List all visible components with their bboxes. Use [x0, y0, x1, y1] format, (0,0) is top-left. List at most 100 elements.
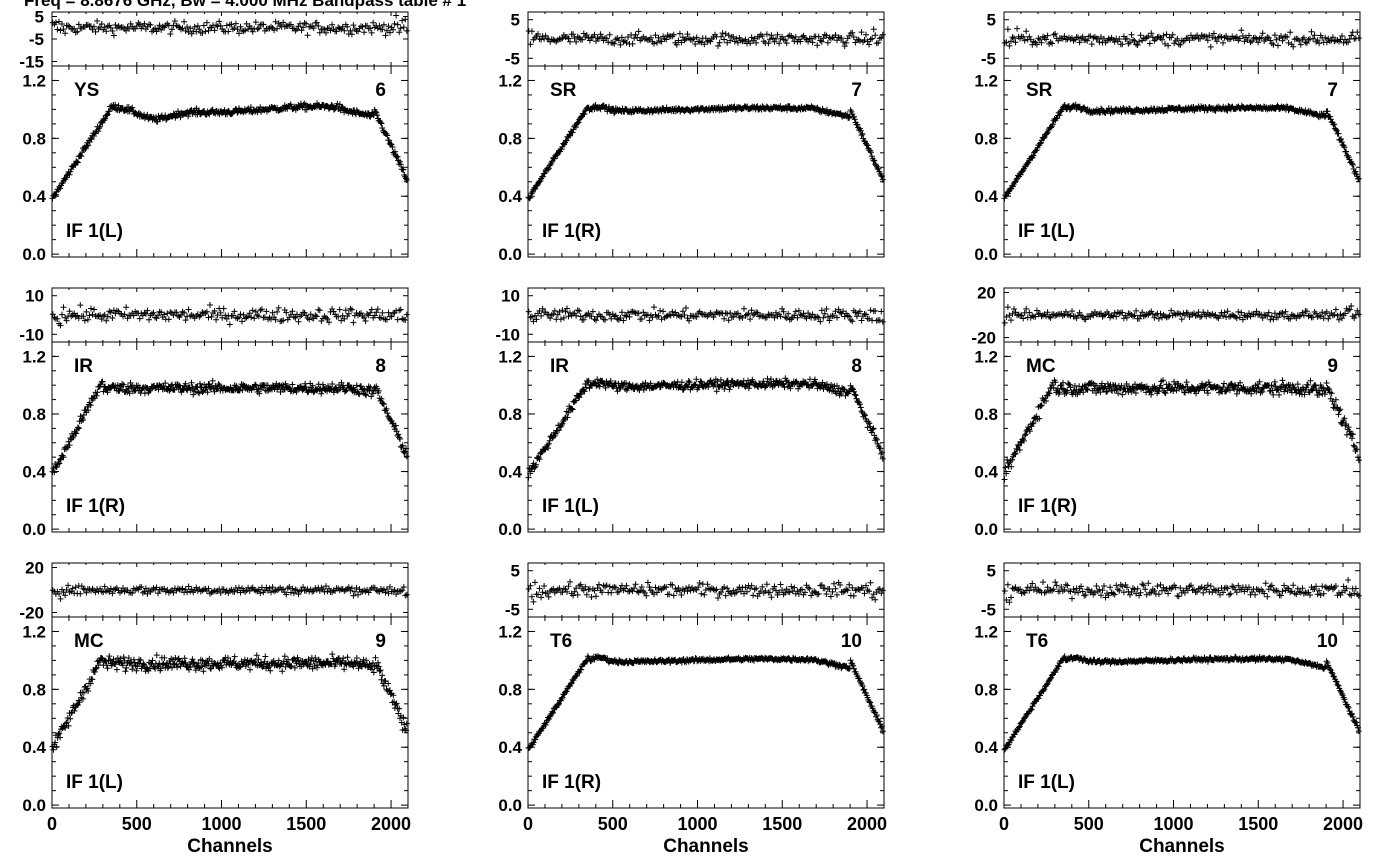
amplitude-frame — [527, 341, 885, 533]
x-tick-label: 1000 — [202, 814, 242, 834]
x-tick-label: 0 — [47, 814, 57, 834]
antenna-number: 10 — [841, 631, 862, 652]
amp-tick-label: 0.4 — [498, 738, 522, 757]
phase-tick-label: -5 — [29, 30, 44, 49]
phase-points — [1001, 303, 1362, 326]
amp-tick-label: 0.4 — [498, 187, 522, 206]
x-axis-label: Channels — [1139, 836, 1225, 857]
if-label: IF 1(R) — [542, 772, 601, 793]
phase-tick-label: 5 — [511, 11, 520, 30]
antenna-label: MC — [74, 631, 104, 652]
if-label: IF 1(L) — [1018, 772, 1075, 793]
amp-tick-label: 0.4 — [498, 463, 522, 482]
phase-tick-label: 10 — [25, 287, 44, 306]
panel-2: 5 -5 0.0 0.4 0.8 1.2 SR 7 IF 1(R) — [498, 11, 886, 264]
phase-tick-label: 20 — [977, 284, 996, 303]
amp-tick-label: 0.0 — [974, 796, 998, 815]
phase-tick-label: -5 — [505, 600, 520, 619]
amp-tick-label: 1.2 — [498, 71, 522, 90]
panel-1: 5 -5 -15 0.0 0.4 0.8 1.2 YS 6 IF 1(L) — [19, 8, 410, 264]
plot-title: Freq = 8.8676 GHz, Bw = 4.000 MHz Bandpa… — [24, 0, 467, 10]
amp-tick-label: 0.4 — [974, 738, 998, 757]
x-tick-label: 500 — [122, 814, 152, 834]
if-label: IF 1(L) — [1018, 221, 1075, 242]
phase-tick-label: -20 — [971, 329, 996, 348]
antenna-label: T6 — [1026, 631, 1048, 652]
antenna-number: 7 — [851, 80, 862, 101]
amp-tick-label: 0.0 — [498, 796, 522, 815]
amp-tick-label: 0.8 — [22, 405, 46, 424]
panel-5: 10 -10 0.0 0.4 0.8 1.2 IR 8 IF 1(L) — [495, 287, 886, 539]
x-axis-label: Channels — [663, 836, 749, 857]
x-tick-label: 1500 — [1238, 814, 1278, 834]
amp-tick-label: 0.0 — [974, 520, 998, 539]
phase-tick-label: -5 — [981, 49, 996, 68]
x-axis-label: Channels — [187, 836, 273, 857]
x-tick-label: 2000 — [847, 814, 887, 834]
amplitude-frame — [51, 65, 409, 258]
amp-tick-label: 0.0 — [22, 520, 46, 539]
amp-tick-label: 0.4 — [22, 738, 46, 757]
amplitude-points — [1001, 653, 1362, 753]
amp-tick-label: 0.4 — [22, 463, 46, 482]
amp-tick-label: 0.8 — [974, 680, 998, 699]
amp-tick-label: 0.8 — [974, 129, 998, 148]
amplitude-frame — [527, 65, 885, 258]
amp-tick-label: 0.8 — [498, 129, 522, 148]
phase-tick-label: 5 — [35, 8, 44, 27]
amp-tick-label: 0.8 — [22, 680, 46, 699]
x-tick-label: 1500 — [762, 814, 802, 834]
x-tick-label: 500 — [1074, 814, 1104, 834]
antenna-label: SR — [1026, 80, 1053, 101]
phase-points — [49, 12, 410, 39]
amp-tick-label: 0.8 — [974, 405, 998, 424]
amplitude-points — [49, 651, 410, 753]
x-tick-label: 0 — [999, 814, 1009, 834]
phase-points — [525, 26, 886, 50]
antenna-number: 6 — [375, 80, 386, 101]
antenna-label: MC — [1026, 356, 1056, 377]
antenna-label: YS — [74, 80, 99, 101]
if-label: IF 1(L) — [542, 496, 599, 517]
antenna-label: IR — [74, 356, 93, 377]
if-label: IF 1(R) — [66, 496, 125, 517]
amplitude-points — [1001, 101, 1362, 202]
antenna-number: 9 — [375, 631, 386, 652]
phase-points — [49, 302, 410, 329]
phase-tick-label: -10 — [19, 325, 44, 344]
amp-tick-label: 1.2 — [22, 622, 46, 641]
if-label: IF 1(L) — [66, 772, 123, 793]
amp-tick-label: 1.2 — [974, 622, 998, 641]
phase-points — [49, 582, 410, 602]
amplitude-points — [49, 377, 410, 476]
amp-tick-label: 0.8 — [22, 129, 46, 148]
amp-tick-label: 1.2 — [22, 347, 46, 366]
amp-tick-label: 1.2 — [974, 71, 998, 90]
amp-tick-label: 0.0 — [974, 245, 998, 264]
phase-frame — [51, 11, 409, 67]
x-tick-label: 500 — [598, 814, 628, 834]
amplitude-frame — [51, 616, 409, 809]
amp-tick-label: 0.0 — [22, 245, 46, 264]
amp-tick-label: 1.2 — [974, 347, 998, 366]
if-label: IF 1(R) — [1018, 496, 1077, 517]
phase-tick-label: -5 — [505, 49, 520, 68]
if-label: IF 1(L) — [66, 221, 123, 242]
antenna-number: 10 — [1317, 631, 1338, 652]
amplitude-frame — [1003, 616, 1361, 809]
amp-tick-label: 0.0 — [498, 245, 522, 264]
amp-tick-label: 1.2 — [498, 347, 522, 366]
phase-tick-label: 5 — [987, 11, 996, 30]
amplitude-frame — [51, 341, 409, 533]
phase-tick-label: -15 — [19, 53, 44, 72]
antenna-label: IR — [550, 356, 569, 377]
amplitude-frame — [527, 616, 885, 809]
x-tick-label: 2000 — [371, 814, 411, 834]
x-tick-label: 0 — [523, 814, 533, 834]
phase-tick-label: 5 — [987, 562, 996, 581]
x-tick-label: 1000 — [678, 814, 718, 834]
phase-tick-label: 20 — [25, 559, 44, 578]
antenna-label: T6 — [550, 631, 572, 652]
amplitude-points — [525, 102, 886, 202]
panel-7: 20 -20 0.0 0.4 0.8 1.2 MC 9 IF 1(L) 0 500 1000 1500 2… — [19, 559, 411, 858]
